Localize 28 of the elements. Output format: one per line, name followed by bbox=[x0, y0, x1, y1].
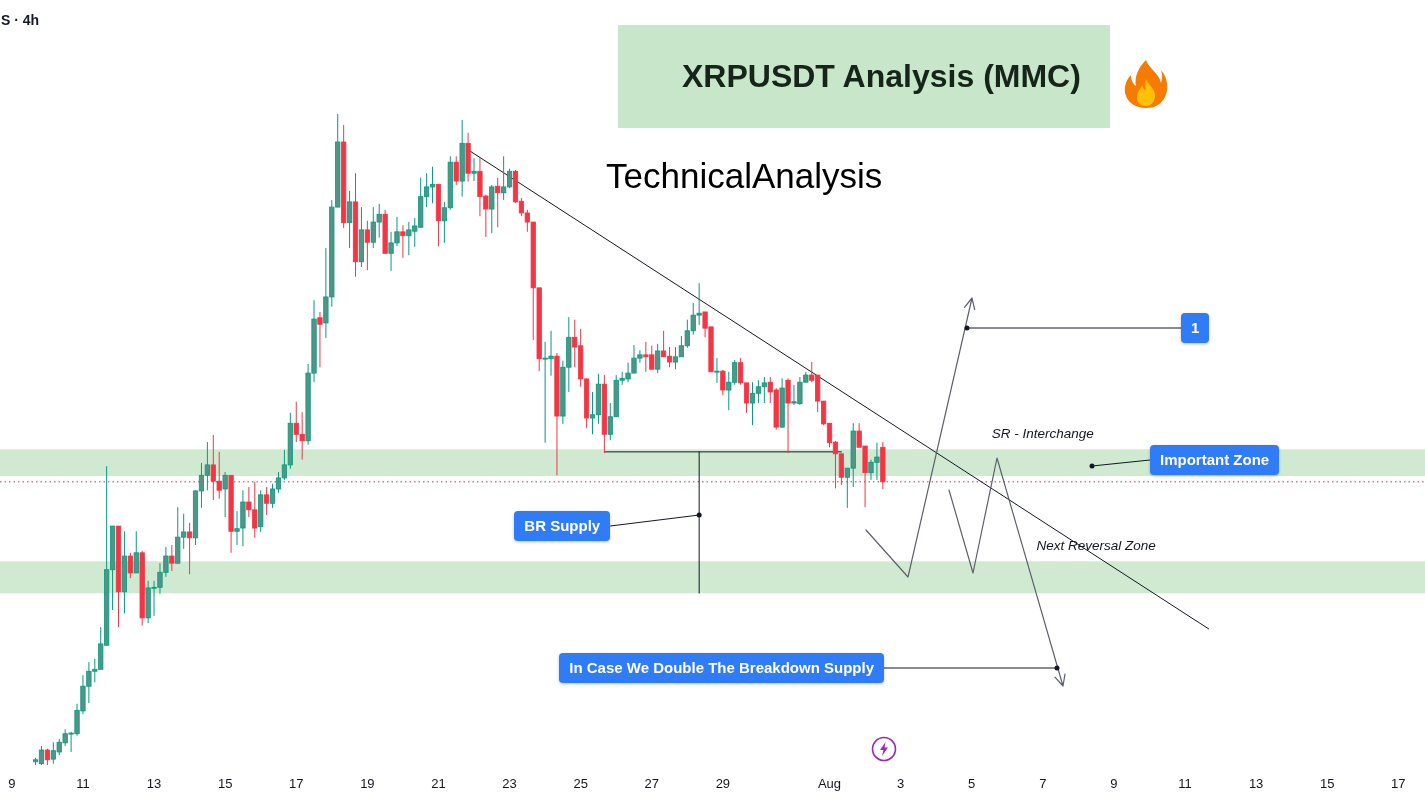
x-tick-label: 19 bbox=[360, 776, 375, 792]
x-tick-label: 25 bbox=[573, 776, 588, 792]
chart-title: XRPUSDT Analysis (MMC) bbox=[682, 58, 1081, 95]
annotation: Important Zone bbox=[1160, 451, 1270, 468]
x-tick-label: 5 bbox=[968, 776, 976, 792]
x-tick-label: 11 bbox=[1178, 776, 1192, 792]
annotation: In Case We Double The Breakdown Supply bbox=[569, 659, 874, 676]
x-tick-label: 9 bbox=[8, 776, 16, 792]
x-tick-label: Aug bbox=[817, 776, 842, 792]
x-tick-label: 7 bbox=[1039, 776, 1047, 792]
x-tick-label: 13 bbox=[146, 776, 162, 792]
x-tick-label: 21 bbox=[431, 776, 446, 792]
x-tick-label: 17 bbox=[289, 776, 304, 792]
x-tick-label: 9 bbox=[1110, 776, 1118, 792]
annotation: 1 bbox=[1191, 319, 1200, 336]
annotation: BR Supply bbox=[524, 517, 601, 535]
x-tick-label: 15 bbox=[217, 776, 233, 792]
annotation: SR - Interchange bbox=[991, 426, 1094, 442]
x-tick-label: 17 bbox=[1391, 776, 1406, 792]
x-tick-label: 13 bbox=[1248, 776, 1264, 792]
annotation: TechnicalAnalysis bbox=[606, 156, 883, 195]
x-tick-label: 29 bbox=[715, 776, 731, 792]
x-tick-label: 23 bbox=[502, 776, 517, 792]
x-tick-label: 15 bbox=[1320, 776, 1335, 792]
x-tick-label: 3 bbox=[897, 776, 905, 792]
x-tick-label: 27 bbox=[644, 776, 659, 792]
x-tick-label: 11 bbox=[76, 776, 90, 792]
text: S · 4h bbox=[1, 12, 40, 28]
